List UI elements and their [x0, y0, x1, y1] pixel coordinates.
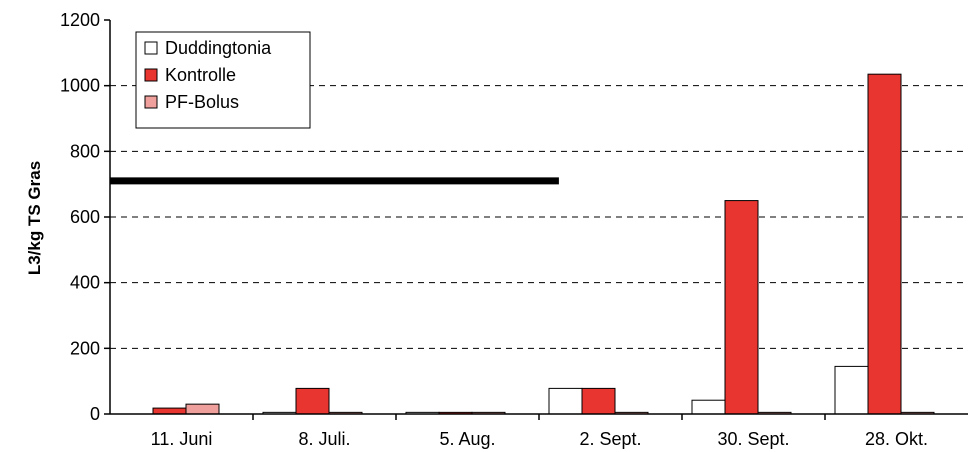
y-tick-labels: 0 200 400 600 800 1000 1200 [60, 10, 100, 424]
x-tick-label: 8. Juli. [298, 429, 350, 449]
y-axis-label: L3/kg TS Gras [25, 161, 44, 275]
y-tick-label: 600 [70, 207, 100, 227]
legend-box [135, 31, 311, 129]
y-tick-label: 1000 [60, 76, 100, 96]
legend-label: Duddingtonia [165, 38, 272, 58]
axes [104, 19, 968, 420]
bar-duddingtonia [834, 365, 869, 415]
bar-kontrolle [867, 73, 902, 415]
bar-duddingtonia [691, 399, 726, 415]
legend-swatch [144, 95, 158, 109]
y-tick-label: 1200 [60, 10, 100, 30]
bar-pf-bolus [185, 403, 220, 415]
y-tick-label: 400 [70, 273, 100, 293]
x-tick-labels: 11. Juni 8. Juli. 5. Aug. 2. Sept. 30. Sept.… [151, 429, 928, 449]
bars [152, 73, 935, 415]
legend: Duddingtonia Kontrolle PF-Bolus [135, 31, 311, 129]
legend-swatch [144, 41, 158, 55]
legend-swatch [144, 68, 158, 82]
bar-kontrolle [581, 387, 616, 415]
x-tick-label: 5. Aug. [439, 429, 495, 449]
y-tick-label: 0 [90, 404, 100, 424]
x-tick-label: 11. Juni [151, 429, 213, 449]
legend-label: Kontrolle [165, 65, 236, 85]
bar-kontrolle [295, 387, 330, 415]
y-tick-label: 200 [70, 338, 100, 358]
legend-label: PF-Bolus [165, 92, 239, 112]
bar-kontrolle [152, 407, 187, 415]
y-tick-label: 800 [70, 141, 100, 161]
x-tick-label: 28. Okt. [865, 429, 928, 449]
bar-kontrolle [724, 200, 759, 415]
bar-duddingtonia [548, 387, 583, 415]
x-tick-label: 2. Sept. [579, 429, 641, 449]
x-tick-label: 30. Sept. [717, 429, 789, 449]
